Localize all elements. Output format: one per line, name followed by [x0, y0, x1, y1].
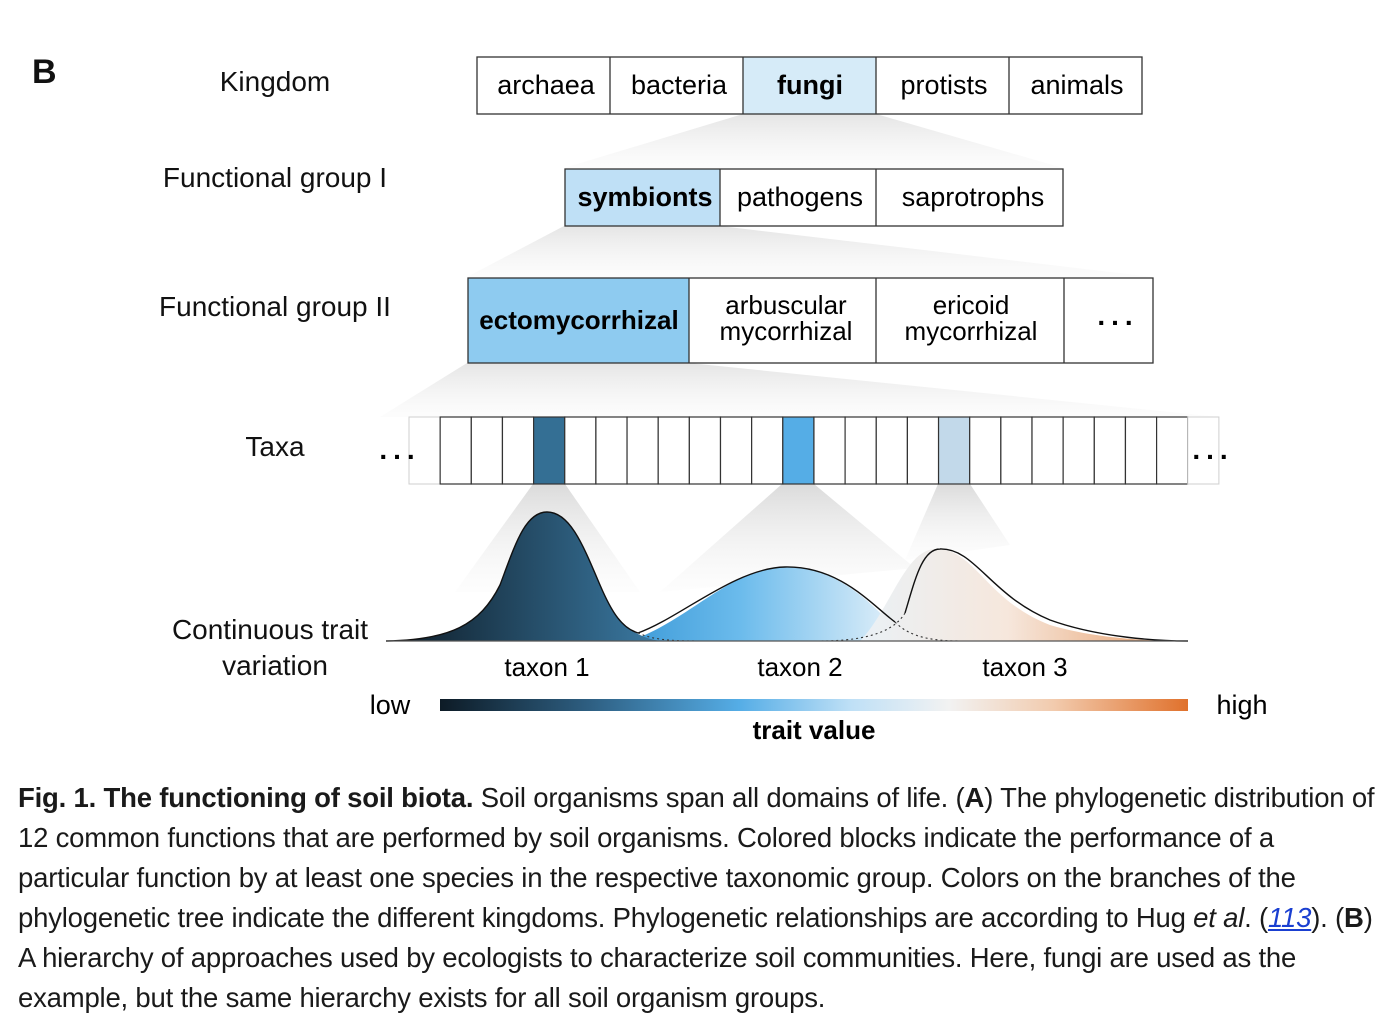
caption-text-2: ) The phylogenetic distribution of 12 co… — [18, 782, 1375, 933]
taxon-3-label: taxon 3 — [982, 652, 1067, 682]
caption-reference-link[interactable]: 113 — [1267, 902, 1312, 933]
fg1-symbionts-highlight — [565, 169, 720, 226]
caption-text-4: ). ( — [1311, 902, 1345, 933]
taxa-cell — [470, 416, 504, 485]
taxon-1-label: taxon 1 — [504, 652, 589, 682]
taxa-cell — [564, 416, 597, 485]
level-label-trait-line2: variation — [222, 650, 328, 681]
hierarchy-diagram: B Kingdom Functional group I Functional … — [32, 53, 1268, 745]
taxa-cell — [501, 416, 535, 485]
taxa-cell — [844, 416, 877, 485]
taxa-cell — [813, 416, 846, 485]
curve-taxon1 — [390, 512, 660, 641]
functional-group-2-row: ectomycorrhizal arbuscular mycorrhizal e… — [467, 277, 1154, 364]
caption-fig-number: Fig. 1. — [18, 782, 97, 813]
kingdom-fungi: fungi — [777, 70, 843, 100]
fan-taxon3 — [905, 484, 1010, 560]
fan-fungi-to-fg1 — [564, 114, 1063, 168]
taxa-ellipsis-right: ... — [1192, 434, 1233, 465]
scale-high-label: high — [1216, 690, 1267, 720]
taxa-cell — [1062, 416, 1095, 485]
kingdom-protists: protists — [900, 70, 987, 100]
fan-ecto-to-taxa — [380, 363, 1219, 417]
level-label-taxa: Taxa — [245, 431, 305, 462]
fg2-more-ellipsis: ... — [1097, 300, 1138, 331]
fan-symbionts-to-fg2 — [467, 226, 1153, 277]
fg1-saprotrophs: saprotrophs — [902, 182, 1045, 212]
level-label-functional-group-1: Functional group I — [163, 162, 387, 193]
scale-title: trait value — [753, 715, 876, 745]
taxa-cell — [657, 416, 690, 485]
taxa-cell — [875, 416, 908, 485]
caption-text-5: ) A hierarchy of approaches used by ecol… — [18, 902, 1373, 1013]
kingdom-row: archaea bacteria fungi protists animals — [476, 56, 1143, 115]
kingdom-bacteria: bacteria — [631, 70, 728, 100]
taxa-row — [408, 416, 1220, 485]
taxa-cell — [1187, 416, 1220, 485]
taxa-cell — [1093, 416, 1127, 485]
level-label-functional-group-2: Functional group II — [159, 291, 391, 322]
taxa-cell — [1124, 416, 1158, 485]
caption-text-3: . ( — [1244, 902, 1268, 933]
fg1-pathogens: pathogens — [737, 182, 863, 212]
taxa-cell-taxon3 — [937, 416, 971, 485]
curve-taxon3 — [860, 548, 1188, 641]
caption-et-al: et al — [1193, 902, 1245, 933]
taxa-cell — [688, 416, 722, 485]
fg1-symbionts: symbionts — [577, 182, 712, 212]
fg2-ericoid-line1: ericoid — [933, 290, 1010, 320]
figure-caption: Fig. 1. The functioning of soil biota. S… — [18, 778, 1388, 1018]
fg2-ericoid-line2: mycorrhizal — [905, 316, 1038, 346]
fg2-arbuscular-line1: arbuscular — [725, 290, 847, 320]
level-label-trait-line1: Continuous trait — [172, 614, 368, 645]
curve-taxon2 — [630, 566, 905, 641]
fg2-ectomycorrhizal: ectomycorrhizal — [479, 305, 678, 335]
taxa-cell — [969, 416, 1002, 485]
panel-label: B — [32, 53, 57, 91]
kingdom-archaea: archaea — [497, 70, 596, 100]
trait-curves — [385, 511, 1189, 642]
taxa-cell — [626, 416, 659, 485]
taxa-cell — [719, 416, 753, 485]
fan-taxon2 — [660, 484, 915, 592]
caption-text-1: Soil organisms span all domains of life.… — [473, 782, 965, 813]
kingdom-animals: animals — [1030, 70, 1123, 100]
taxa-cell — [906, 416, 940, 485]
caption-title: The functioning of soil biota. — [103, 782, 474, 813]
level-label-kingdom: Kingdom — [220, 66, 331, 97]
taxa-ellipsis-left: ... — [379, 434, 420, 465]
trait-value-scale-bar — [440, 699, 1188, 711]
taxa-cell-taxon1 — [532, 416, 566, 485]
taxa-cell-taxon2 — [782, 416, 815, 485]
caption-panel-a: A — [964, 782, 985, 813]
taxa-cell — [595, 416, 628, 485]
functional-group-1-row: symbionts pathogens saprotrophs — [564, 168, 1064, 227]
kingdom-fungi-highlight — [743, 57, 876, 114]
taxa-cell — [1155, 416, 1189, 485]
scale-low-label: low — [370, 690, 411, 720]
caption-panel-b: B — [1344, 902, 1364, 933]
taxa-cell — [751, 416, 784, 485]
taxa-cell — [1031, 416, 1064, 485]
fg2-ecto-highlight — [468, 278, 689, 363]
fg2-arbuscular-line2: mycorrhizal — [720, 316, 853, 346]
taxa-cell — [1000, 416, 1033, 485]
taxon-2-label: taxon 2 — [757, 652, 842, 682]
taxa-cell — [439, 416, 472, 485]
